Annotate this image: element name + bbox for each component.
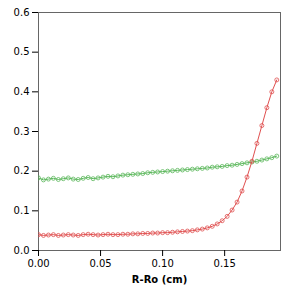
svg-text:0.1: 0.1 [14,205,30,216]
svg-text:0.15: 0.15 [214,258,236,269]
svg-text:0.6: 0.6 [14,7,30,18]
svg-text:0.3: 0.3 [14,126,30,137]
svg-text:0.05: 0.05 [89,258,111,269]
svg-text:0.10: 0.10 [151,258,173,269]
svg-text:0.0: 0.0 [14,245,30,256]
svg-text:0.2: 0.2 [14,165,30,176]
svg-text:R-Ro (cm): R-Ro (cm) [132,274,187,285]
svg-text:0.00: 0.00 [27,258,49,269]
svg-text:0.4: 0.4 [14,86,30,97]
svg-text:0.5: 0.5 [14,46,30,57]
